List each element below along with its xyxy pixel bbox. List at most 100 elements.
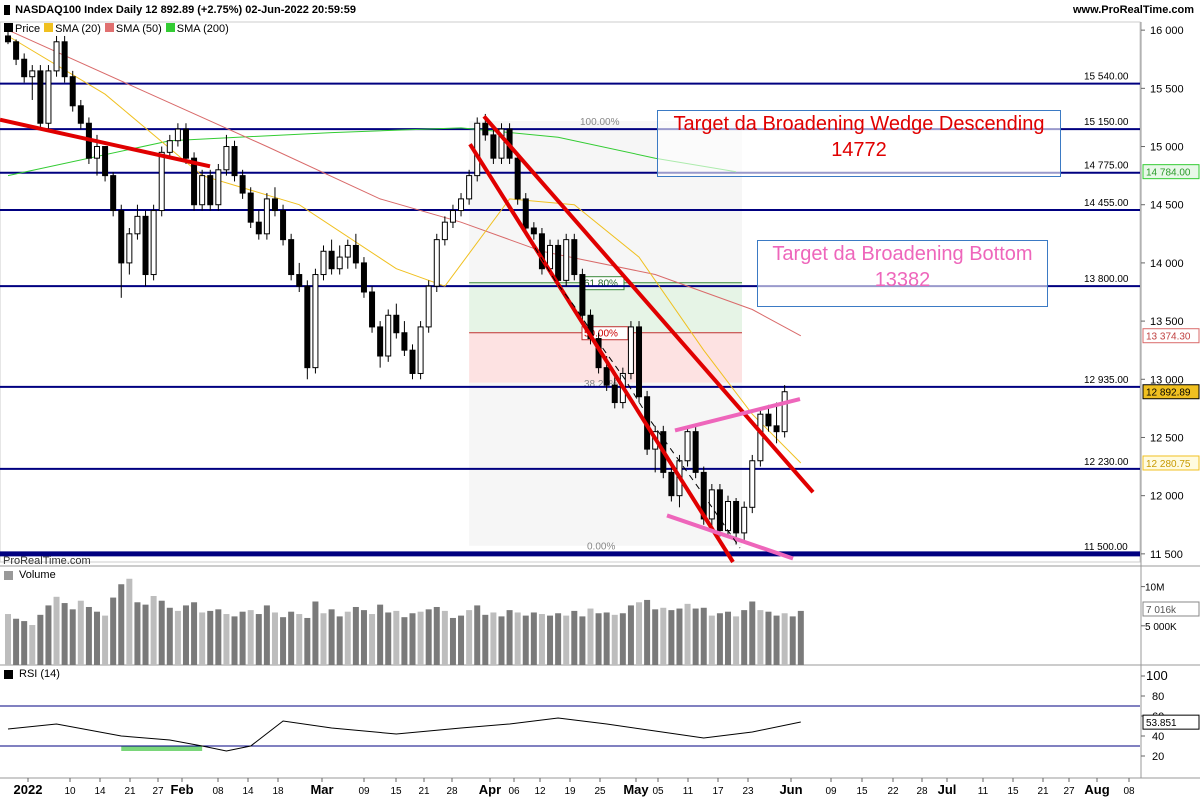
candle-body [134, 215, 141, 235]
x-tick-label: 19 [564, 786, 576, 797]
y-tick-label: 12 000 [1150, 491, 1184, 503]
level-label: 12 230.00 [1084, 457, 1129, 468]
level-label: 14 455.00 [1084, 198, 1129, 209]
candle-body [158, 151, 165, 212]
candle-body [377, 326, 384, 357]
volume-bar [150, 596, 157, 665]
candle-body [385, 314, 392, 357]
level-label: 15 150.00 [1084, 117, 1129, 128]
legend-sma200[interactable]: SMA (200) [165, 23, 229, 35]
candle [716, 484, 723, 537]
candle [733, 497, 740, 545]
candle-body [458, 198, 465, 212]
volume-bar [684, 603, 691, 665]
price-legend: Price SMA (20) SMA (50) SMA (200) [4, 23, 229, 35]
candle [385, 309, 392, 362]
rsi-tick-label: 80 [1152, 691, 1164, 703]
candle [433, 233, 440, 292]
volume-bar [417, 611, 424, 665]
candle-body [627, 326, 634, 374]
volume-tick-label: 10M [1145, 583, 1164, 594]
candle [158, 146, 165, 217]
volume-bar [765, 611, 772, 665]
candle-body [118, 210, 125, 264]
candle [174, 123, 181, 147]
volume-bar [571, 610, 578, 665]
candle-body [199, 175, 206, 206]
candle [312, 268, 319, 374]
candle-body [174, 128, 181, 142]
candle [352, 233, 359, 269]
fib-label-text: 61.80% [584, 279, 618, 290]
volume-bar [506, 610, 513, 665]
x-tick-label: Mar [310, 782, 333, 797]
rsi-last-box [1142, 714, 1200, 730]
legend-sma20[interactable]: SMA (20) [44, 23, 101, 35]
volume-bar [619, 613, 626, 665]
candle [708, 484, 715, 531]
candle [741, 501, 748, 540]
candle-body [320, 250, 327, 276]
candle-body [369, 291, 376, 328]
volume-bar [255, 614, 262, 665]
value-tag-box [1142, 384, 1200, 400]
volume-legend-swatch [4, 570, 13, 580]
x-tick-label: 28 [916, 786, 928, 797]
volume-bar [118, 584, 125, 665]
wedge-lower-line [468, 143, 735, 564]
volume-last-box [1142, 601, 1200, 617]
volume-bar [263, 605, 270, 665]
volume-bar [126, 578, 133, 665]
candle-body [247, 192, 254, 223]
chart-title-text: NASDAQ100 Index Daily 12 892.89 (+2.75%)… [15, 4, 356, 16]
rsi-line [7, 717, 801, 752]
fib-label: 100.00% [580, 117, 620, 128]
volume-bar [328, 609, 335, 665]
legend-price[interactable]: Price [4, 23, 40, 35]
x-tick-label: 23 [742, 786, 754, 797]
volume-bar [304, 617, 311, 665]
x-tick-label: 28 [446, 786, 458, 797]
candle [207, 169, 214, 211]
candle-body [514, 157, 521, 200]
candle [280, 204, 287, 246]
wedge-upper-line [482, 114, 815, 494]
candle-body [773, 425, 780, 433]
bottom-upper-line [674, 397, 801, 433]
candle [271, 187, 278, 217]
candle [538, 227, 545, 275]
x-tick-label: 11 [978, 786, 989, 797]
volume-bar [789, 616, 796, 665]
candle-body [482, 122, 489, 136]
volume-legend[interactable]: Volume [4, 569, 56, 581]
volume-bar [393, 610, 400, 665]
rsi-oversold-zone [121, 746, 203, 751]
candle [247, 187, 254, 228]
volume-bar [191, 602, 198, 665]
volume-bar [320, 613, 327, 665]
level-label: 11 500.00 [1084, 542, 1128, 553]
x-tick-label: 2022 [14, 782, 43, 797]
candle-body [239, 175, 246, 194]
candle [150, 204, 157, 281]
volume-bar [29, 625, 36, 665]
candle-body [425, 285, 432, 328]
rsi-last-label: 53.851 [1146, 718, 1177, 729]
volume-bar [741, 610, 748, 665]
candle-body [708, 489, 715, 520]
legend-sma50[interactable]: SMA (50) [104, 23, 162, 35]
candle-body [603, 367, 610, 386]
rsi-tick-label: 40 [1152, 731, 1164, 743]
volume-bar [360, 610, 367, 665]
fib-zone-green [469, 282, 742, 333]
candle-body [733, 500, 740, 534]
x-tick-label: 18 [272, 786, 284, 797]
candle [579, 268, 586, 322]
bottom-target-value: 13382 [874, 269, 931, 291]
rsi-legend[interactable]: RSI (14) [4, 668, 60, 680]
volume-bar [652, 609, 659, 665]
x-tick-label: 15 [390, 786, 402, 797]
candle-body [207, 175, 214, 206]
candle-body [636, 326, 643, 398]
